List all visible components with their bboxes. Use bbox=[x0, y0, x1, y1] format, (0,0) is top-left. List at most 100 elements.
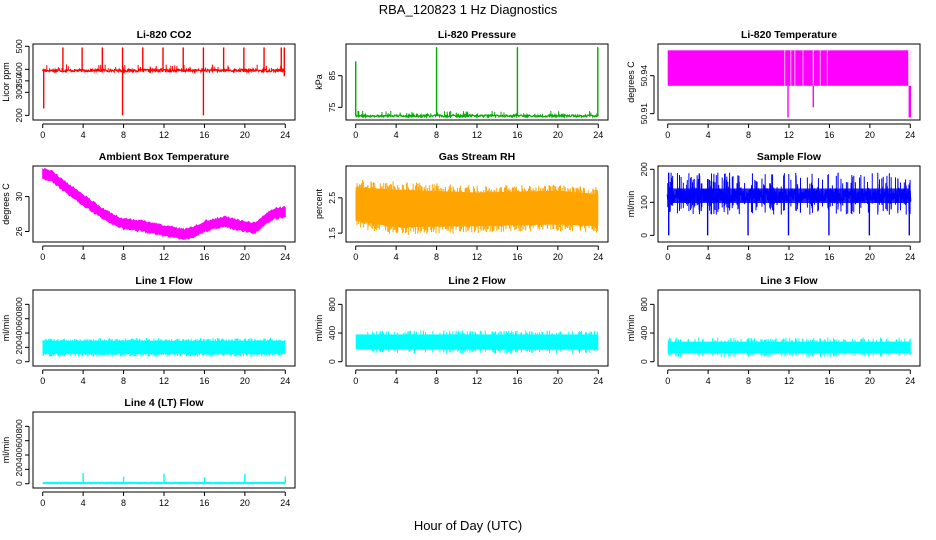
plot-frame bbox=[657, 43, 921, 121]
chart-rh: Gas Stream RH percent 0 4 8 12 16 20 24 1.5 2.5 bbox=[314, 151, 609, 262]
x-tick-label: 16 bbox=[824, 130, 834, 140]
y-tick-label: 50.94 bbox=[639, 65, 649, 87]
x-tick-label: 16 bbox=[512, 130, 522, 140]
x-tick-label: 16 bbox=[512, 252, 522, 262]
plot-frame bbox=[657, 165, 921, 243]
x-tick-label: 0 bbox=[665, 376, 670, 386]
y-axis-label: ml/min bbox=[314, 315, 324, 342]
x-tick-label: 8 bbox=[434, 130, 439, 140]
x-tick-label: 4 bbox=[706, 376, 711, 386]
series-gap bbox=[819, 50, 821, 86]
chart-sample_flow: Sample Flow ml/min 0 4 8 12 16 20 24 0 100 200 bbox=[626, 151, 921, 262]
y-tick-label: 800 bbox=[327, 297, 337, 311]
y-axis-label: ml/min bbox=[626, 315, 636, 342]
x-tick-label: 8 bbox=[121, 498, 126, 508]
y-tick-label: 75 bbox=[327, 102, 337, 112]
x-tick-label: 0 bbox=[665, 130, 670, 140]
x-tick-label: 20 bbox=[240, 376, 250, 386]
x-tick-label: 4 bbox=[394, 252, 399, 262]
x-tick-label: 0 bbox=[40, 498, 45, 508]
x-tick-label: 12 bbox=[784, 376, 794, 386]
x-tick-label: 12 bbox=[159, 252, 169, 262]
x-tick-label: 24 bbox=[593, 376, 603, 386]
chart-pressure: Li-820 Pressure kPa 0 4 8 12 16 20 24 75 85 bbox=[314, 29, 609, 140]
x-tick-label: 24 bbox=[280, 376, 290, 386]
y-tick-label: 0 bbox=[639, 359, 649, 364]
figure-xlabel: Hour of Day (UTC) bbox=[413, 518, 523, 533]
chart-title: Gas Stream RH bbox=[439, 151, 515, 163]
chart-co2: Li-820 CO2 Licor ppm 0 4 8 12 16 20 24 200 3003504… bbox=[1, 29, 296, 140]
x-tick-label: 4 bbox=[81, 252, 86, 262]
plot-frame bbox=[32, 165, 296, 243]
y-tick-label: 800 bbox=[639, 297, 649, 311]
y-axis-label: ml/min bbox=[1, 315, 11, 342]
y-tick-label: 30 bbox=[14, 192, 24, 202]
chart-title: Line 1 Flow bbox=[135, 275, 193, 287]
x-tick-label: 24 bbox=[593, 130, 603, 140]
y-tick-label: 100 bbox=[639, 195, 649, 209]
y-axis-label: Licor ppm bbox=[1, 62, 11, 102]
series-gap bbox=[812, 50, 814, 86]
plot-frame bbox=[32, 289, 296, 367]
chart-title: Line 2 Flow bbox=[448, 275, 506, 287]
x-tick-label: 8 bbox=[434, 252, 439, 262]
x-tick-label: 4 bbox=[394, 376, 399, 386]
x-tick-label: 20 bbox=[865, 252, 875, 262]
series-line bbox=[42, 66, 286, 74]
y-tick-label: 200 bbox=[639, 162, 649, 176]
x-tick-label: 24 bbox=[280, 498, 290, 508]
x-tick-label: 12 bbox=[472, 130, 482, 140]
y-tick-label: 800 bbox=[14, 297, 24, 311]
x-tick-label: 16 bbox=[824, 252, 834, 262]
y-tick-label: 0 bbox=[639, 233, 649, 238]
x-tick-label: 12 bbox=[159, 498, 169, 508]
chart-line2: Line 2 Flow ml/min 0 4 8 12 16 20 24 0 400 800 bbox=[314, 275, 609, 386]
plot-frame bbox=[345, 43, 609, 121]
y-tick-label: 500 bbox=[14, 39, 24, 53]
y-tick-label: 400 bbox=[14, 62, 24, 76]
x-tick-label: 24 bbox=[280, 252, 290, 262]
y-tick-label: 400 bbox=[14, 448, 24, 462]
x-tick-label: 12 bbox=[472, 376, 482, 386]
x-tick-label: 12 bbox=[472, 252, 482, 262]
x-tick-label: 24 bbox=[280, 130, 290, 140]
x-tick-label: 4 bbox=[394, 130, 399, 140]
x-tick-label: 0 bbox=[353, 376, 358, 386]
figure-title: RBA_120823 1 Hz Diagnostics bbox=[378, 2, 558, 17]
x-tick-label: 0 bbox=[665, 252, 670, 262]
x-tick-label: 4 bbox=[706, 130, 711, 140]
x-tick-label: 8 bbox=[746, 376, 751, 386]
x-tick-label: 12 bbox=[784, 252, 794, 262]
chart-title: Line 4 (LT) Flow bbox=[124, 397, 204, 409]
x-tick-label: 24 bbox=[905, 376, 915, 386]
series-block bbox=[667, 341, 911, 354]
y-tick-label: 0 bbox=[327, 359, 337, 364]
chart-line1: Line 1 Flow ml/min 0 4 8 12 16 20 24 0 20040060080… bbox=[1, 275, 296, 386]
x-tick-label: 8 bbox=[746, 130, 751, 140]
y-tick-label: 200 bbox=[14, 462, 24, 476]
chart-line3: Line 3 Flow ml/min 0 4 8 12 16 20 24 0 400 800 bbox=[626, 275, 921, 386]
x-tick-label: 16 bbox=[199, 498, 209, 508]
y-axis-label: degrees C bbox=[1, 183, 11, 225]
series-block bbox=[355, 334, 599, 350]
y-tick-label: 50.91 bbox=[639, 103, 649, 125]
y-tick-label: 600 bbox=[14, 311, 24, 325]
y-tick-label: 200 bbox=[14, 340, 24, 354]
y-tick-label: 85 bbox=[327, 71, 337, 81]
x-tick-label: 8 bbox=[121, 130, 126, 140]
series-gap bbox=[826, 50, 828, 86]
y-tick-label: 350 bbox=[14, 73, 24, 87]
series-line bbox=[355, 112, 599, 120]
x-tick-label: 4 bbox=[81, 376, 86, 386]
y-tick-label: 400 bbox=[327, 326, 337, 340]
x-tick-label: 4 bbox=[706, 252, 711, 262]
chart-box_temp: Ambient Box Temperature degrees C 0 4 8 12 16 2… bbox=[1, 151, 296, 262]
x-tick-label: 8 bbox=[121, 252, 126, 262]
plot-frame bbox=[32, 43, 296, 121]
x-tick-label: 12 bbox=[159, 376, 169, 386]
x-tick-label: 0 bbox=[40, 252, 45, 262]
chart-line4: Line 4 (LT) Flow ml/min 0 4 8 12 16 20 24 0 200400… bbox=[1, 397, 296, 508]
plot-frame bbox=[657, 289, 921, 367]
plot-frame bbox=[345, 165, 609, 243]
y-tick-label: 26 bbox=[14, 227, 24, 237]
